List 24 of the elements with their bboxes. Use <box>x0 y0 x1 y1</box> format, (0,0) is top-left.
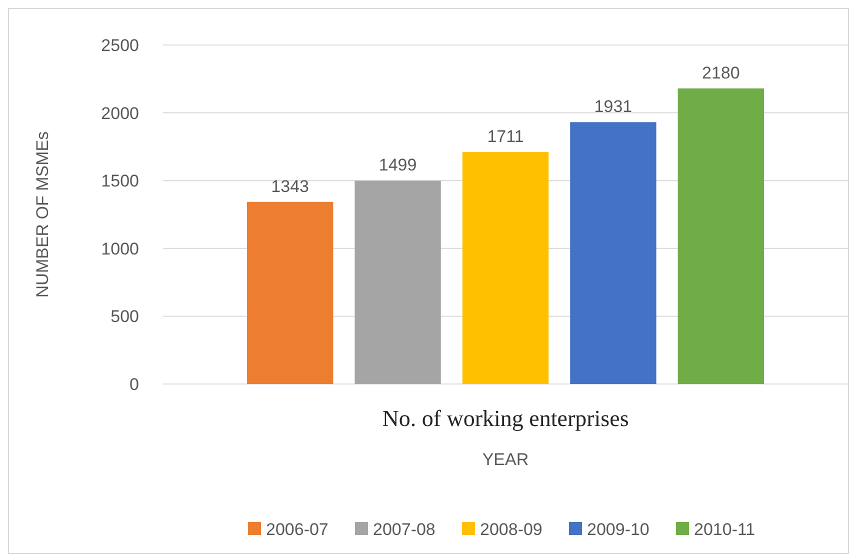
bar <box>570 122 656 384</box>
y-tick-label: 1000 <box>101 239 139 258</box>
x-tick-label: No. of working enterprises <box>382 406 629 431</box>
legend-label: 2007-08 <box>373 520 436 539</box>
y-tick-label: 2500 <box>101 36 139 55</box>
x-axis-title: YEAR <box>482 450 529 469</box>
y-tick-label: 0 <box>130 374 139 394</box>
legend-label: 2006-07 <box>266 520 328 539</box>
legend-label: 2008-09 <box>480 520 542 539</box>
legend-label: 2009-10 <box>587 520 650 539</box>
legend-label: 2010-11 <box>694 520 756 539</box>
bar <box>678 88 764 384</box>
data-label: 1711 <box>487 126 524 146</box>
y-tick-label: 1500 <box>101 172 139 191</box>
data-label: 1499 <box>378 156 417 175</box>
bar <box>462 152 549 384</box>
y-tick-label: 500 <box>110 307 139 326</box>
data-label: 1931 <box>594 97 632 116</box>
bar <box>354 180 441 384</box>
y-tick-label: 2000 <box>101 104 139 123</box>
data-label: 2180 <box>702 63 740 82</box>
data-label: 1343 <box>271 176 310 196</box>
y-axis-title: NUMBER OF MSMEs <box>33 131 52 298</box>
bar <box>247 202 334 384</box>
